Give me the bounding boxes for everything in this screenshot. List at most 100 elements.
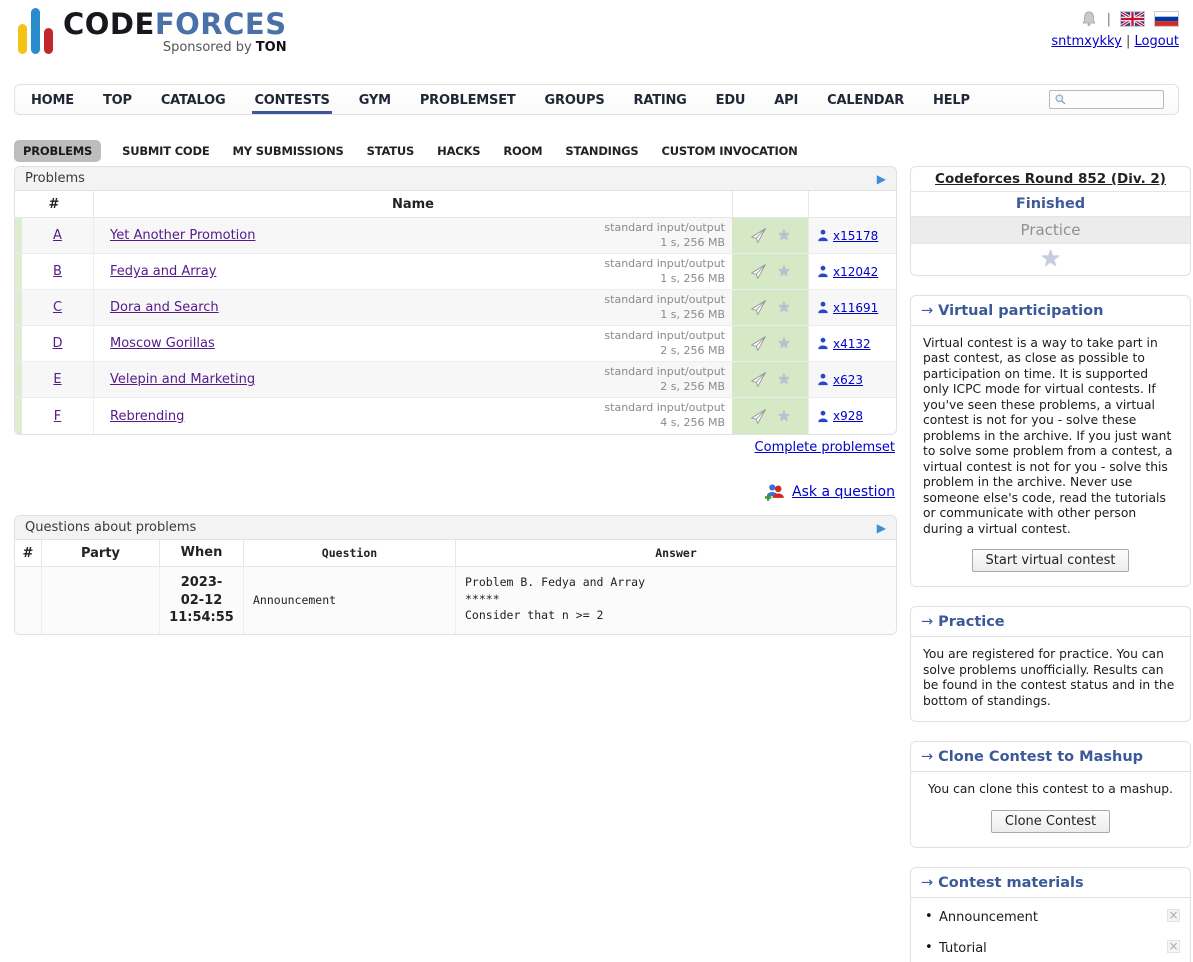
material-item: Tutorial × (925, 933, 1180, 962)
problem-name-link[interactable]: Moscow Gorillas (110, 336, 215, 351)
accepted-strip (15, 254, 22, 289)
material-tutorial-link[interactable]: Tutorial (939, 940, 987, 956)
problem-letter-link[interactable]: B (53, 264, 62, 279)
problems-table: # Name A Yet Another Promotion standard … (15, 191, 896, 434)
nav-item-groups[interactable]: GROUPS (544, 93, 605, 108)
problem-name-link[interactable]: Fedya and Array (110, 264, 217, 279)
paper-plane-icon[interactable] (749, 299, 768, 316)
solved-count-link[interactable]: x11691 (833, 300, 879, 315)
nav-item-problemset[interactable]: PROBLEMSET (419, 93, 516, 108)
nav-item-help[interactable]: HELP (933, 93, 970, 108)
problem-constraints: standard input/output 4 s, 256 MB (604, 401, 725, 429)
favorite-star-icon[interactable]: ★ (777, 370, 791, 388)
section-expand-arrow-icon[interactable]: ▶ (876, 520, 886, 535)
search-box[interactable] (1049, 90, 1164, 109)
complete-problemset-link[interactable]: Complete problemset (754, 440, 895, 455)
question-party (41, 567, 159, 634)
nav-item-api[interactable]: API (774, 93, 799, 108)
favorite-star-icon[interactable]: ★ (777, 406, 791, 425)
subnav-my-submissions[interactable]: MY SUBMISSIONS (232, 144, 344, 158)
problem-name-link[interactable]: Velepin and Marketing (110, 372, 256, 387)
favorite-contest-star-icon[interactable]: ★ (1040, 246, 1061, 272)
nav-item-top[interactable]: TOP (102, 93, 132, 108)
accepted-strip (15, 290, 22, 325)
nav-item-home[interactable]: HOME (31, 93, 74, 108)
subnav-hacks[interactable]: HACKS (437, 144, 481, 158)
problem-name-link[interactable]: Yet Another Promotion (110, 228, 256, 243)
question-answer: Problem B. Fedya and Array ***** Conside… (455, 567, 896, 634)
column-header-number: # (22, 545, 34, 561)
favorite-star-icon[interactable]: ★ (777, 298, 791, 316)
problem-row: D Moscow Gorillas standard input/output 2… (15, 326, 896, 362)
virtual-participation-title: Virtual participation (938, 303, 1104, 319)
subnav-status[interactable]: STATUS (366, 144, 415, 158)
english-flag-icon[interactable] (1120, 11, 1145, 27)
ask-question-link[interactable]: Ask a question (792, 484, 895, 500)
problem-name-link[interactable]: Rebrending (110, 408, 185, 424)
clone-contest-button[interactable]: Clone Contest (990, 809, 1111, 833)
caption-arrow-icon: → (921, 303, 934, 319)
problem-letter-link[interactable]: D (52, 336, 63, 351)
problem-row: B Fedya and Array standard input/output 1… (15, 254, 896, 290)
favorite-star-icon[interactable]: ★ (777, 334, 791, 352)
subnav-custom-invocation[interactable]: CUSTOM INVOCATION (661, 144, 798, 158)
material-announcement-link[interactable]: Announcement (939, 909, 1038, 925)
paper-plane-icon[interactable] (749, 227, 768, 244)
search-input[interactable] (1067, 92, 1157, 107)
favorite-star-icon[interactable]: ★ (777, 226, 791, 244)
subnav-submit-code[interactable]: SUBMIT CODE (122, 144, 210, 158)
solved-count-link[interactable]: x928 (833, 409, 864, 423)
start-virtual-contest-button[interactable]: Start virtual contest (971, 549, 1130, 573)
practice-text: You are registered for practice. You can… (923, 647, 1175, 708)
problem-constraints: standard input/output 1 s, 256 MB (604, 292, 725, 321)
accepted-strip (15, 326, 22, 361)
contest-title-link[interactable]: Codeforces Round 852 (Div. 2) (935, 171, 1166, 187)
close-icon[interactable]: × (1167, 907, 1180, 922)
nav-item-contests[interactable]: CONTESTS (252, 87, 332, 114)
solved-count-link[interactable]: x623 (833, 372, 864, 387)
column-header-number: # (15, 191, 94, 217)
main-navigation: HOME TOP CATALOG CONTESTS GYM PROBLEMSET… (14, 84, 1179, 115)
problem-letter-link[interactable]: F (53, 408, 62, 424)
codeforces-logo[interactable]: Codeforces Sponsored by TON (18, 8, 287, 54)
nav-item-catalog[interactable]: CATALOG (160, 93, 226, 108)
problem-constraints: standard input/output 1 s, 256 MB (604, 256, 725, 285)
search-icon (1055, 94, 1066, 105)
user-handle-link[interactable]: sntmxykky (1051, 34, 1122, 49)
subnav-standings[interactable]: STANDINGS (565, 144, 639, 158)
subnav-problems[interactable]: PROBLEMS (14, 140, 102, 162)
question-text: Announcement (243, 567, 455, 634)
contest-mode-label: Practice (911, 216, 1190, 243)
problem-letter-link[interactable]: E (53, 372, 62, 387)
solved-count-link[interactable]: x12042 (833, 264, 879, 279)
paper-plane-icon[interactable] (749, 263, 768, 280)
favorite-star-icon[interactable]: ★ (777, 262, 791, 280)
question-row: 2023-02-12 11:54:55 Announcement Problem… (15, 567, 896, 634)
solved-user-icon (818, 265, 828, 278)
user-separator: | (1125, 34, 1131, 49)
nav-item-edu[interactable]: EDU (715, 93, 746, 108)
notification-bell-icon[interactable] (1080, 10, 1098, 28)
caption-arrow-icon: → (921, 874, 934, 891)
column-header-when: When (159, 540, 243, 566)
problem-letter-link[interactable]: C (52, 300, 63, 315)
logout-link[interactable]: Logout (1134, 34, 1179, 49)
problem-letter-link[interactable]: A (53, 228, 62, 243)
nav-item-calendar[interactable]: CALENDAR (827, 93, 905, 108)
ask-question-icon (765, 484, 784, 501)
paper-plane-icon[interactable] (749, 408, 768, 425)
solved-count-link[interactable]: x15178 (833, 228, 879, 243)
nav-item-gym[interactable]: GYM (358, 93, 391, 108)
problem-name-link[interactable]: Dora and Search (110, 300, 219, 315)
paper-plane-icon[interactable] (749, 335, 768, 352)
section-expand-arrow-icon[interactable]: ▶ (876, 171, 886, 186)
caption-arrow-icon: → (921, 614, 934, 631)
nav-item-rating[interactable]: RATING (633, 93, 687, 108)
practice-title: Practice (938, 614, 1005, 631)
close-icon[interactable]: × (1167, 938, 1180, 953)
russian-flag-icon[interactable] (1154, 11, 1179, 27)
solved-count-link[interactable]: x4132 (833, 336, 871, 351)
subnav-room[interactable]: ROOM (503, 144, 543, 158)
paper-plane-icon[interactable] (749, 371, 768, 388)
contest-materials-box: →Contest materials Announcement × Tutori… (910, 866, 1191, 962)
